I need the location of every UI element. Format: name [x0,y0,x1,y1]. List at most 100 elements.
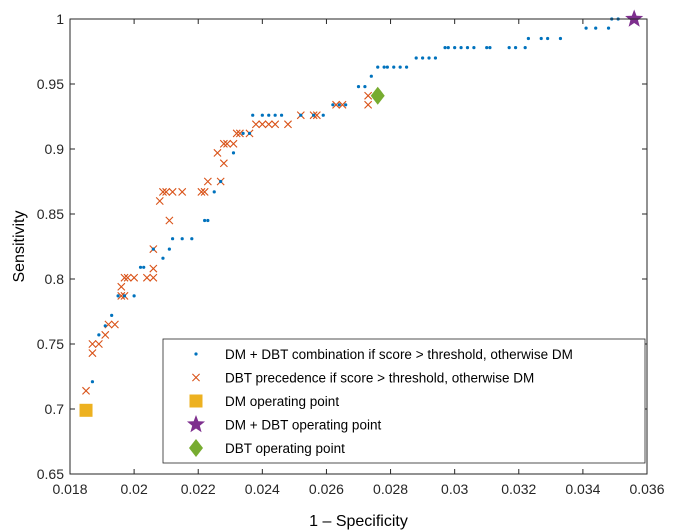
combination-point [90,380,95,384]
dbt-precedence-point [88,349,97,358]
legend-label: DBT precedence if score > threshold, oth… [225,371,534,386]
x-tick-label: 0.026 [309,481,344,497]
combination-point [382,65,386,69]
combination-point [369,74,373,78]
combination-point [539,36,543,41]
x-tick-label: 0.024 [245,481,280,497]
dbt-precedence-point [223,139,232,148]
dbt-precedence-point [110,320,119,329]
combination-point [584,26,588,30]
combination-point [103,324,107,328]
series-2 [79,403,93,417]
dbt-precedence-point [235,129,244,138]
dbt-precedence-point [271,120,280,129]
x-tick-label: 0.032 [501,481,536,497]
combination-point [203,218,207,223]
dbt-precedence-point [123,273,132,282]
combination-point [97,333,101,337]
dbt-precedence-point [251,120,260,129]
combination-point [241,131,245,135]
legend-label: DM + DBT combination if score > threshol… [225,347,573,362]
data-marks [79,9,644,417]
series-3 [625,9,644,27]
combination-point [507,46,511,50]
combination-point [260,113,264,117]
dbt-precedence-point [82,386,91,395]
combination-point [443,46,447,50]
combination-point [392,65,396,69]
combination-point [404,65,409,69]
combination-point [180,237,184,241]
combination-point [138,265,143,269]
dbt-precedence-point [142,273,151,282]
dbt-precedence-point [283,120,292,129]
combination-point [151,247,155,251]
x-tick-label: 0.03 [441,481,468,497]
dbt-precedence-point [165,216,174,225]
series-0 [90,17,620,384]
x-tick-label: 0.034 [565,481,600,497]
combination-point [279,113,284,117]
legend-marker [194,352,198,356]
combination-point [231,151,236,155]
combination-point [546,36,550,41]
axes-box [69,18,648,475]
combination-point [421,56,425,60]
x-tick-label: 0.036 [629,481,664,497]
dbt-precedence-point [200,187,209,196]
combination-point [433,56,438,60]
combination-point [212,190,216,194]
x-axis-label: 1 – Specificity [309,513,408,530]
combination-point [453,46,457,50]
y-tick-label: 0.75 [37,336,64,352]
combination-point [170,237,175,241]
y-tick-label: 0.7 [45,401,65,417]
combination-point [398,65,402,69]
dbt-precedence-point [155,197,164,205]
y-axis-label: Sensitivity [11,210,28,282]
dbt-precedence-point [264,120,273,129]
dm-dbt-operating-point [625,9,644,27]
combination-point [299,113,303,117]
dbt-precedence-point [117,282,126,291]
dbt-operating-point [370,86,385,105]
combination-point [526,36,530,41]
dbt-precedence-point [219,159,228,168]
dbt-precedence-point [178,187,187,196]
dbt-precedence-point [117,291,126,300]
y-tick-label: 0.8 [45,271,65,287]
combination-point [132,294,136,298]
combination-point [247,131,252,135]
combination-point [523,46,527,50]
combination-point [376,65,380,69]
combination-point [356,85,361,89]
dbt-precedence-point [162,187,171,196]
x-tick-label: 0.02 [120,481,147,497]
legend-label: DBT operating point [225,441,345,456]
legend-label: DM + DBT operating point [225,418,381,433]
dbt-precedence-point [130,273,139,282]
axis-ticks: 0.018 0.02 0.022 0.024 0.026 0.028 0.03 0.032 0.… [37,11,665,497]
dm-operating-point [79,403,93,417]
dbt-precedence-point [229,139,238,148]
legend-marker [192,373,200,382]
dbt-precedence-point [364,91,373,100]
combination-point [321,113,325,117]
dbt-precedence-point [332,100,341,109]
combination-point [472,46,476,50]
y-tick-label: 0.9 [45,141,65,157]
dbt-precedence-point [149,273,158,282]
dbt-precedence-point [312,111,321,120]
combination-point [142,265,146,269]
combination-point [267,113,271,117]
combination-point [414,56,418,60]
combination-point [485,46,489,50]
x-tick-label: 0.028 [373,481,408,497]
combination-point [116,294,120,298]
y-tick-label: 0.65 [37,466,64,482]
combination-point [190,237,194,241]
combination-point [344,103,348,107]
combination-point [385,65,389,69]
combination-point [513,46,518,50]
